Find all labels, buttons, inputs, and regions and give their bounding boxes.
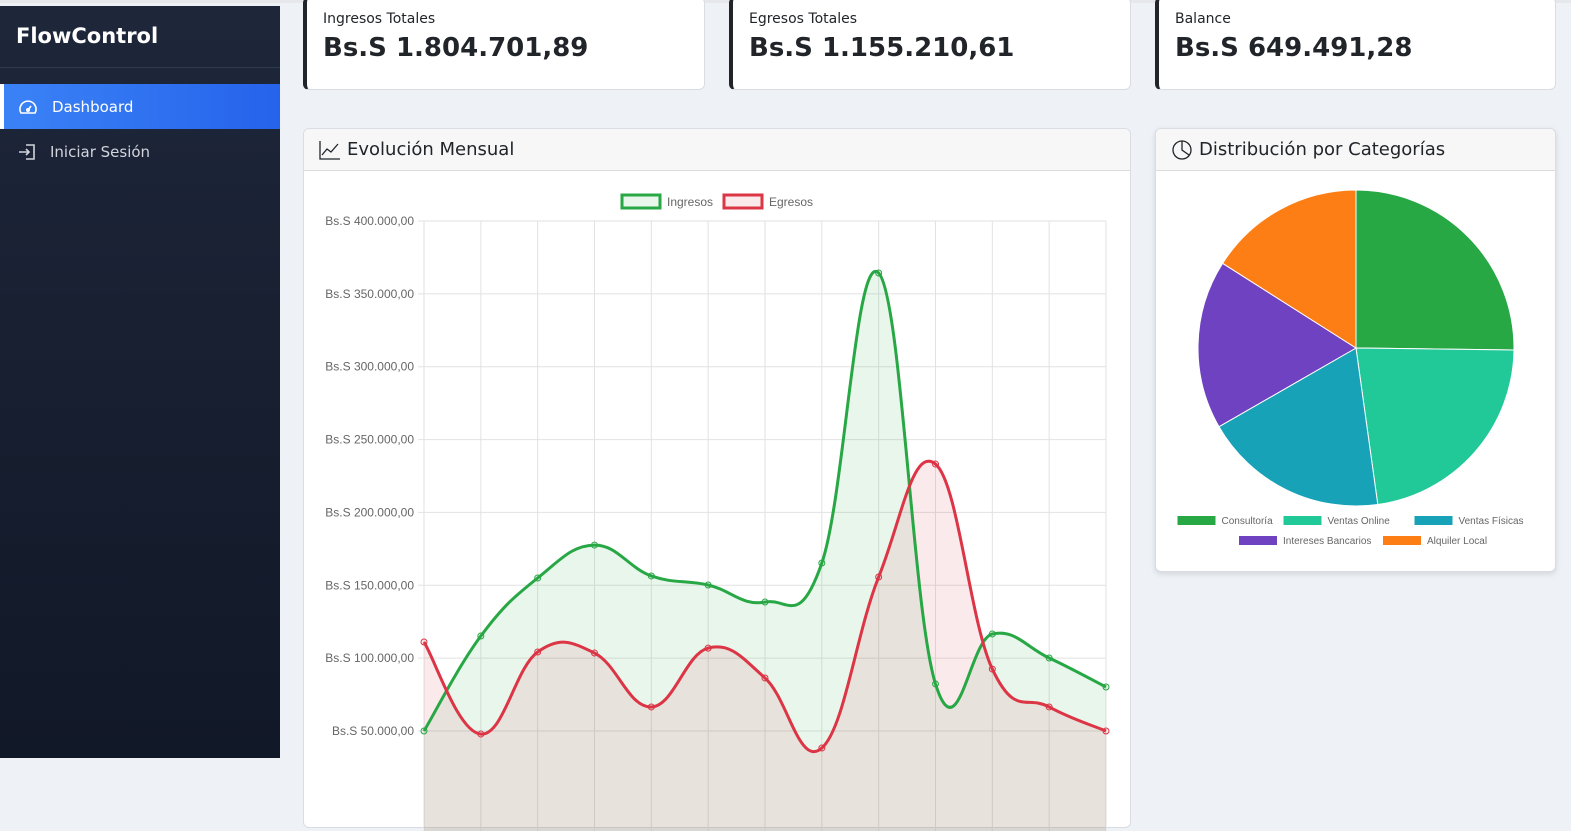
pie-slice [1355,347,1515,506]
legend-label: Ventas Online [1328,516,1391,527]
stat-value: Bs.S 1.155.210,61 [749,33,1015,63]
y-tick-label: Bs.S 400.000,00 [325,214,414,228]
data-point [1102,727,1110,735]
data-point [932,460,939,468]
sidebar-item-label: Iniciar Sesión [50,142,151,161]
data-point [591,649,598,657]
stat-card-egresos: Egresos Totales Bs.S 1.155.210,61 [729,0,1131,90]
data-point [534,648,542,656]
pie-chart-card: Distribución por Categorías Consultoría V… [1155,128,1556,572]
stat-value: Bs.S 649.491,28 [1175,33,1413,63]
pie-slice [1197,262,1357,428]
legend-label: Ventas Físicas [1459,516,1524,527]
data-point [761,674,769,682]
legend-swatch [1239,536,1277,545]
data-point [534,574,542,582]
data-point [988,665,996,673]
legend-label: Ingresos [667,195,713,209]
data-point [932,680,939,688]
series-area-ingresos [424,271,1106,831]
legend-swatch [620,193,662,210]
stat-label: Ingresos Totales [323,11,436,27]
data-point [704,644,712,652]
pie-slice [1218,347,1379,507]
sidebar-item-label: Dashboard [52,97,134,116]
stat-card-ingresos: Ingresos Totales Bs.S 1.804.701,89 [303,0,705,90]
series-area-egresos [424,461,1106,831]
legend-swatch [1383,536,1421,545]
line-chart-icon [319,140,340,160]
legend-swatch [722,193,764,210]
y-tick-label: Bs.S 250.000,00 [325,433,414,447]
y-tick-label: Bs.S 50.000,00 [332,724,414,738]
data-point [1045,703,1053,711]
pie-slice [1355,189,1515,351]
legend-swatch [1414,516,1453,525]
card-title: Distribución por Categorías [1199,139,1446,160]
stat-value: Bs.S 1.804.701,89 [323,33,589,63]
sidebar: FlowControl Dashboard Iniciar Sesión [0,6,280,758]
legend-label: Egresos [769,195,813,209]
y-tick-label: Bs.S 300.000,00 [325,360,414,374]
series-line-ingresos [422,269,1107,732]
y-tick-label: Bs.S 100.000,00 [325,651,414,665]
legend-swatch [1177,516,1216,525]
legend-label: Alquiler Local [1427,536,1487,547]
pie-slice [1221,189,1357,349]
data-point [477,730,485,738]
data-point [875,269,883,277]
data-point [818,744,826,752]
data-point [704,581,712,589]
data-point [875,573,883,581]
stat-label: Egresos Totales [749,11,858,27]
data-point [818,559,826,567]
legend-label: Consultoría [1222,516,1274,527]
data-point [647,572,655,580]
card-title: Evolución Mensual [347,139,515,160]
line-chart: Bs.S 400.000,00 Bs.S 350.000,00 Bs.S 300.0… [325,193,1110,831]
sidebar-item-login[interactable]: Iniciar Sesión [0,129,280,174]
speedometer-icon [19,99,37,114]
y-tick-label: Bs.S 350.000,00 [325,287,414,301]
line-chart-card: Evolución Mensual Bs.S 400.000,00 Bs.S 35… [303,128,1131,831]
stat-label: Balance [1175,11,1231,27]
data-point [420,727,428,735]
series-line-egresos [422,459,1107,753]
y-tick-label: Bs.S 150.000,00 [325,578,414,592]
legend-swatch [1283,516,1322,525]
brand-logo: FlowControl [0,6,280,68]
data-point [647,703,655,711]
data-point [1102,683,1110,691]
data-point [591,541,598,549]
data-point [420,638,428,646]
pie-chart: Consultoría Ventas Online Ventas Físicas In… [1177,189,1524,547]
data-point [1045,654,1053,662]
pie-chart-icon [1172,139,1192,160]
data-point [477,632,485,640]
data-point [761,598,769,606]
stat-card-balance: Balance Bs.S 649.491,28 [1155,0,1556,90]
legend-label: Intereses Bancarios [1283,536,1371,547]
login-icon [19,143,35,160]
y-tick-label: Bs.S 200.000,00 [325,505,414,519]
data-point [988,630,996,638]
sidebar-item-dashboard[interactable]: Dashboard [0,84,280,129]
